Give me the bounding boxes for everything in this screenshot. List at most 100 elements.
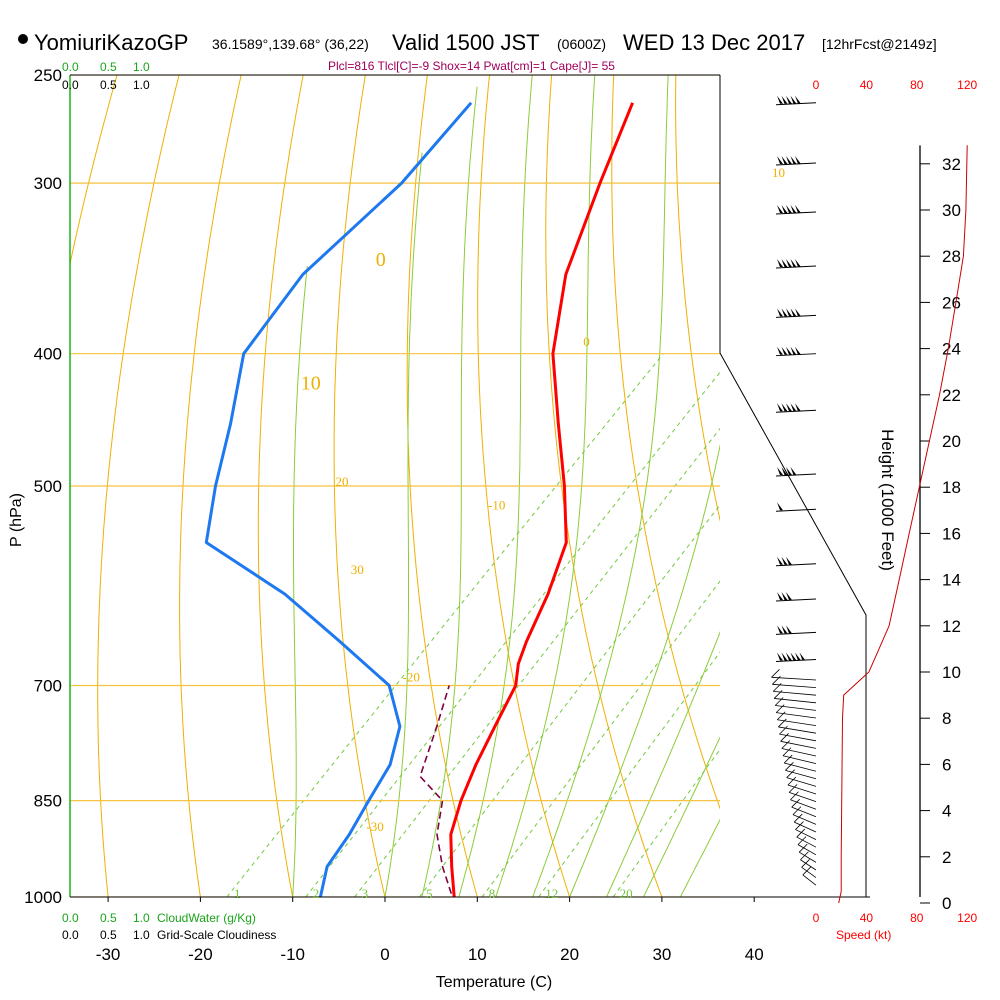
wind-barb-staff xyxy=(801,867,817,878)
wind-barb-staff xyxy=(791,806,817,818)
mixing-ratio-line xyxy=(481,580,720,897)
wind-barb-tick xyxy=(793,813,803,823)
wind-barb-staff xyxy=(775,598,817,602)
station-name: YomiuriKazoGP xyxy=(34,30,189,55)
wind-barb-tick xyxy=(800,851,809,861)
wind-barb-flag xyxy=(786,556,792,565)
wind-barb-flag xyxy=(781,625,788,634)
dry-adiabat xyxy=(179,75,242,897)
height-tick-label: 2 xyxy=(942,848,951,867)
wind-barb-tick xyxy=(802,866,812,876)
top-cloudwater-tick: 1.0 xyxy=(133,60,150,74)
wind-barb-tick xyxy=(773,690,783,699)
wind-barb-staff xyxy=(785,769,817,780)
wind-barb-flag xyxy=(781,556,788,565)
wind-barb-flag xyxy=(795,346,801,355)
parcel-path-line xyxy=(419,685,454,897)
moist-adiabat xyxy=(458,75,533,897)
wind-barb-tick xyxy=(796,828,806,838)
wind-barb-flag xyxy=(795,258,801,267)
surface-dewpoint-marker xyxy=(342,901,349,908)
dry-adiabat xyxy=(257,75,304,897)
wind-speed-label: Speed (kt) xyxy=(836,928,891,942)
cloudwater-label: CloudWater (g/Kg) xyxy=(157,911,256,925)
mixing-ratio-line xyxy=(354,427,720,897)
wind-barb-tick xyxy=(772,683,782,692)
wind-speed-tick-bottom: 80 xyxy=(910,911,924,925)
temperature-tick-label: -20 xyxy=(188,945,213,964)
wind-barb-flag xyxy=(786,156,792,165)
mixing-ratio-label: 20 xyxy=(620,886,633,901)
wind-speed-tick-bottom: 120 xyxy=(957,911,977,925)
wind-barb-flag xyxy=(786,592,792,601)
wind-barb-flag xyxy=(786,205,792,214)
bottom-cloudiness-tick: 0.5 xyxy=(100,928,117,942)
wind-barb-staff xyxy=(782,755,817,764)
wind-barb-tick xyxy=(783,754,793,764)
wind-barb-flag xyxy=(777,502,783,511)
dry-adiabat xyxy=(738,0,954,926)
dry-adiabat xyxy=(477,75,571,897)
wind-barb-flag xyxy=(790,346,797,355)
temperature-tick-label: 20 xyxy=(560,945,579,964)
surface-temperature-marker xyxy=(451,900,459,908)
height-tick-label: 10 xyxy=(942,663,961,682)
mixing-ratio-label: 3 xyxy=(362,886,369,901)
wind-speed-tick-top: 0 xyxy=(813,78,820,92)
height-tick-label: 18 xyxy=(942,478,961,497)
dry-adiabat xyxy=(97,75,180,897)
dry-adiabat-label: 10 xyxy=(772,165,785,180)
bottom-cloudiness-tick: 0.0 xyxy=(62,928,79,942)
wind-barb-staff xyxy=(775,563,817,567)
wind-barb-tick xyxy=(779,725,788,735)
top-cloudiness-tick: 1.0 xyxy=(133,78,150,92)
wind-barb-flag xyxy=(795,205,801,214)
wind-barb-staff xyxy=(799,851,817,863)
wind-barb-staff xyxy=(800,859,817,871)
wind-barb-staff xyxy=(795,829,817,840)
dry-adiabat-label: 0 xyxy=(583,334,590,349)
dry-adiabat xyxy=(675,75,720,523)
height-tick-label: 16 xyxy=(942,524,961,543)
dry-adiabat xyxy=(856,0,1000,926)
wind-barb-tick xyxy=(801,859,810,868)
wind-barb-flag xyxy=(781,346,788,355)
height-tick-label: 4 xyxy=(942,802,951,821)
pressure-tick-label: 850 xyxy=(34,792,62,811)
wind-barb-flag xyxy=(781,95,788,104)
wind-barb-flag xyxy=(795,403,801,412)
dry-adiabat xyxy=(333,75,386,897)
moist-adiabat xyxy=(532,75,669,897)
wind-barb-flag xyxy=(790,258,797,267)
temperature-tick-label: 30 xyxy=(652,945,671,964)
wind-barb-flag xyxy=(795,308,801,317)
moist-adiabat xyxy=(606,631,720,897)
wind-barb-flag xyxy=(786,467,792,476)
dry-adiabat-label: -10 xyxy=(488,497,505,512)
wind-barb-flag xyxy=(790,308,797,317)
height-tick-label: 22 xyxy=(942,386,961,405)
dry-adiabat-label: -30 xyxy=(366,819,383,834)
dry-adiabat-label: -20 xyxy=(403,669,420,684)
height-tick-label: 26 xyxy=(942,293,961,312)
wind-barb-flag xyxy=(777,403,783,412)
wind-barb-staff xyxy=(789,791,817,802)
dry-adiabat-label: 10 xyxy=(301,373,321,395)
valid-time: Valid 1500 JST xyxy=(392,30,540,55)
temperature-tick-label: -10 xyxy=(280,945,305,964)
dry-adiabat xyxy=(611,75,720,810)
wind-speed-tick-bottom: 40 xyxy=(860,911,874,925)
wind-barb-tick xyxy=(774,697,784,706)
wind-barb-flag xyxy=(777,308,783,317)
station-location: 36.1589°,139.68° (36,22) xyxy=(212,36,369,52)
height-tick-label: 8 xyxy=(942,709,951,728)
wind-barb-flag xyxy=(777,556,783,565)
wind-barb-flag xyxy=(781,205,788,214)
top-cloudwater-tick: 0.5 xyxy=(100,60,117,74)
wind-barb-flag xyxy=(777,156,783,165)
wind-barb-flag xyxy=(777,652,783,661)
wind-barb-flag xyxy=(781,652,788,661)
wind-barb-tick xyxy=(792,806,802,815)
wind-barb-flag xyxy=(799,652,806,661)
dry-adiabat-label: 30 xyxy=(351,562,364,577)
